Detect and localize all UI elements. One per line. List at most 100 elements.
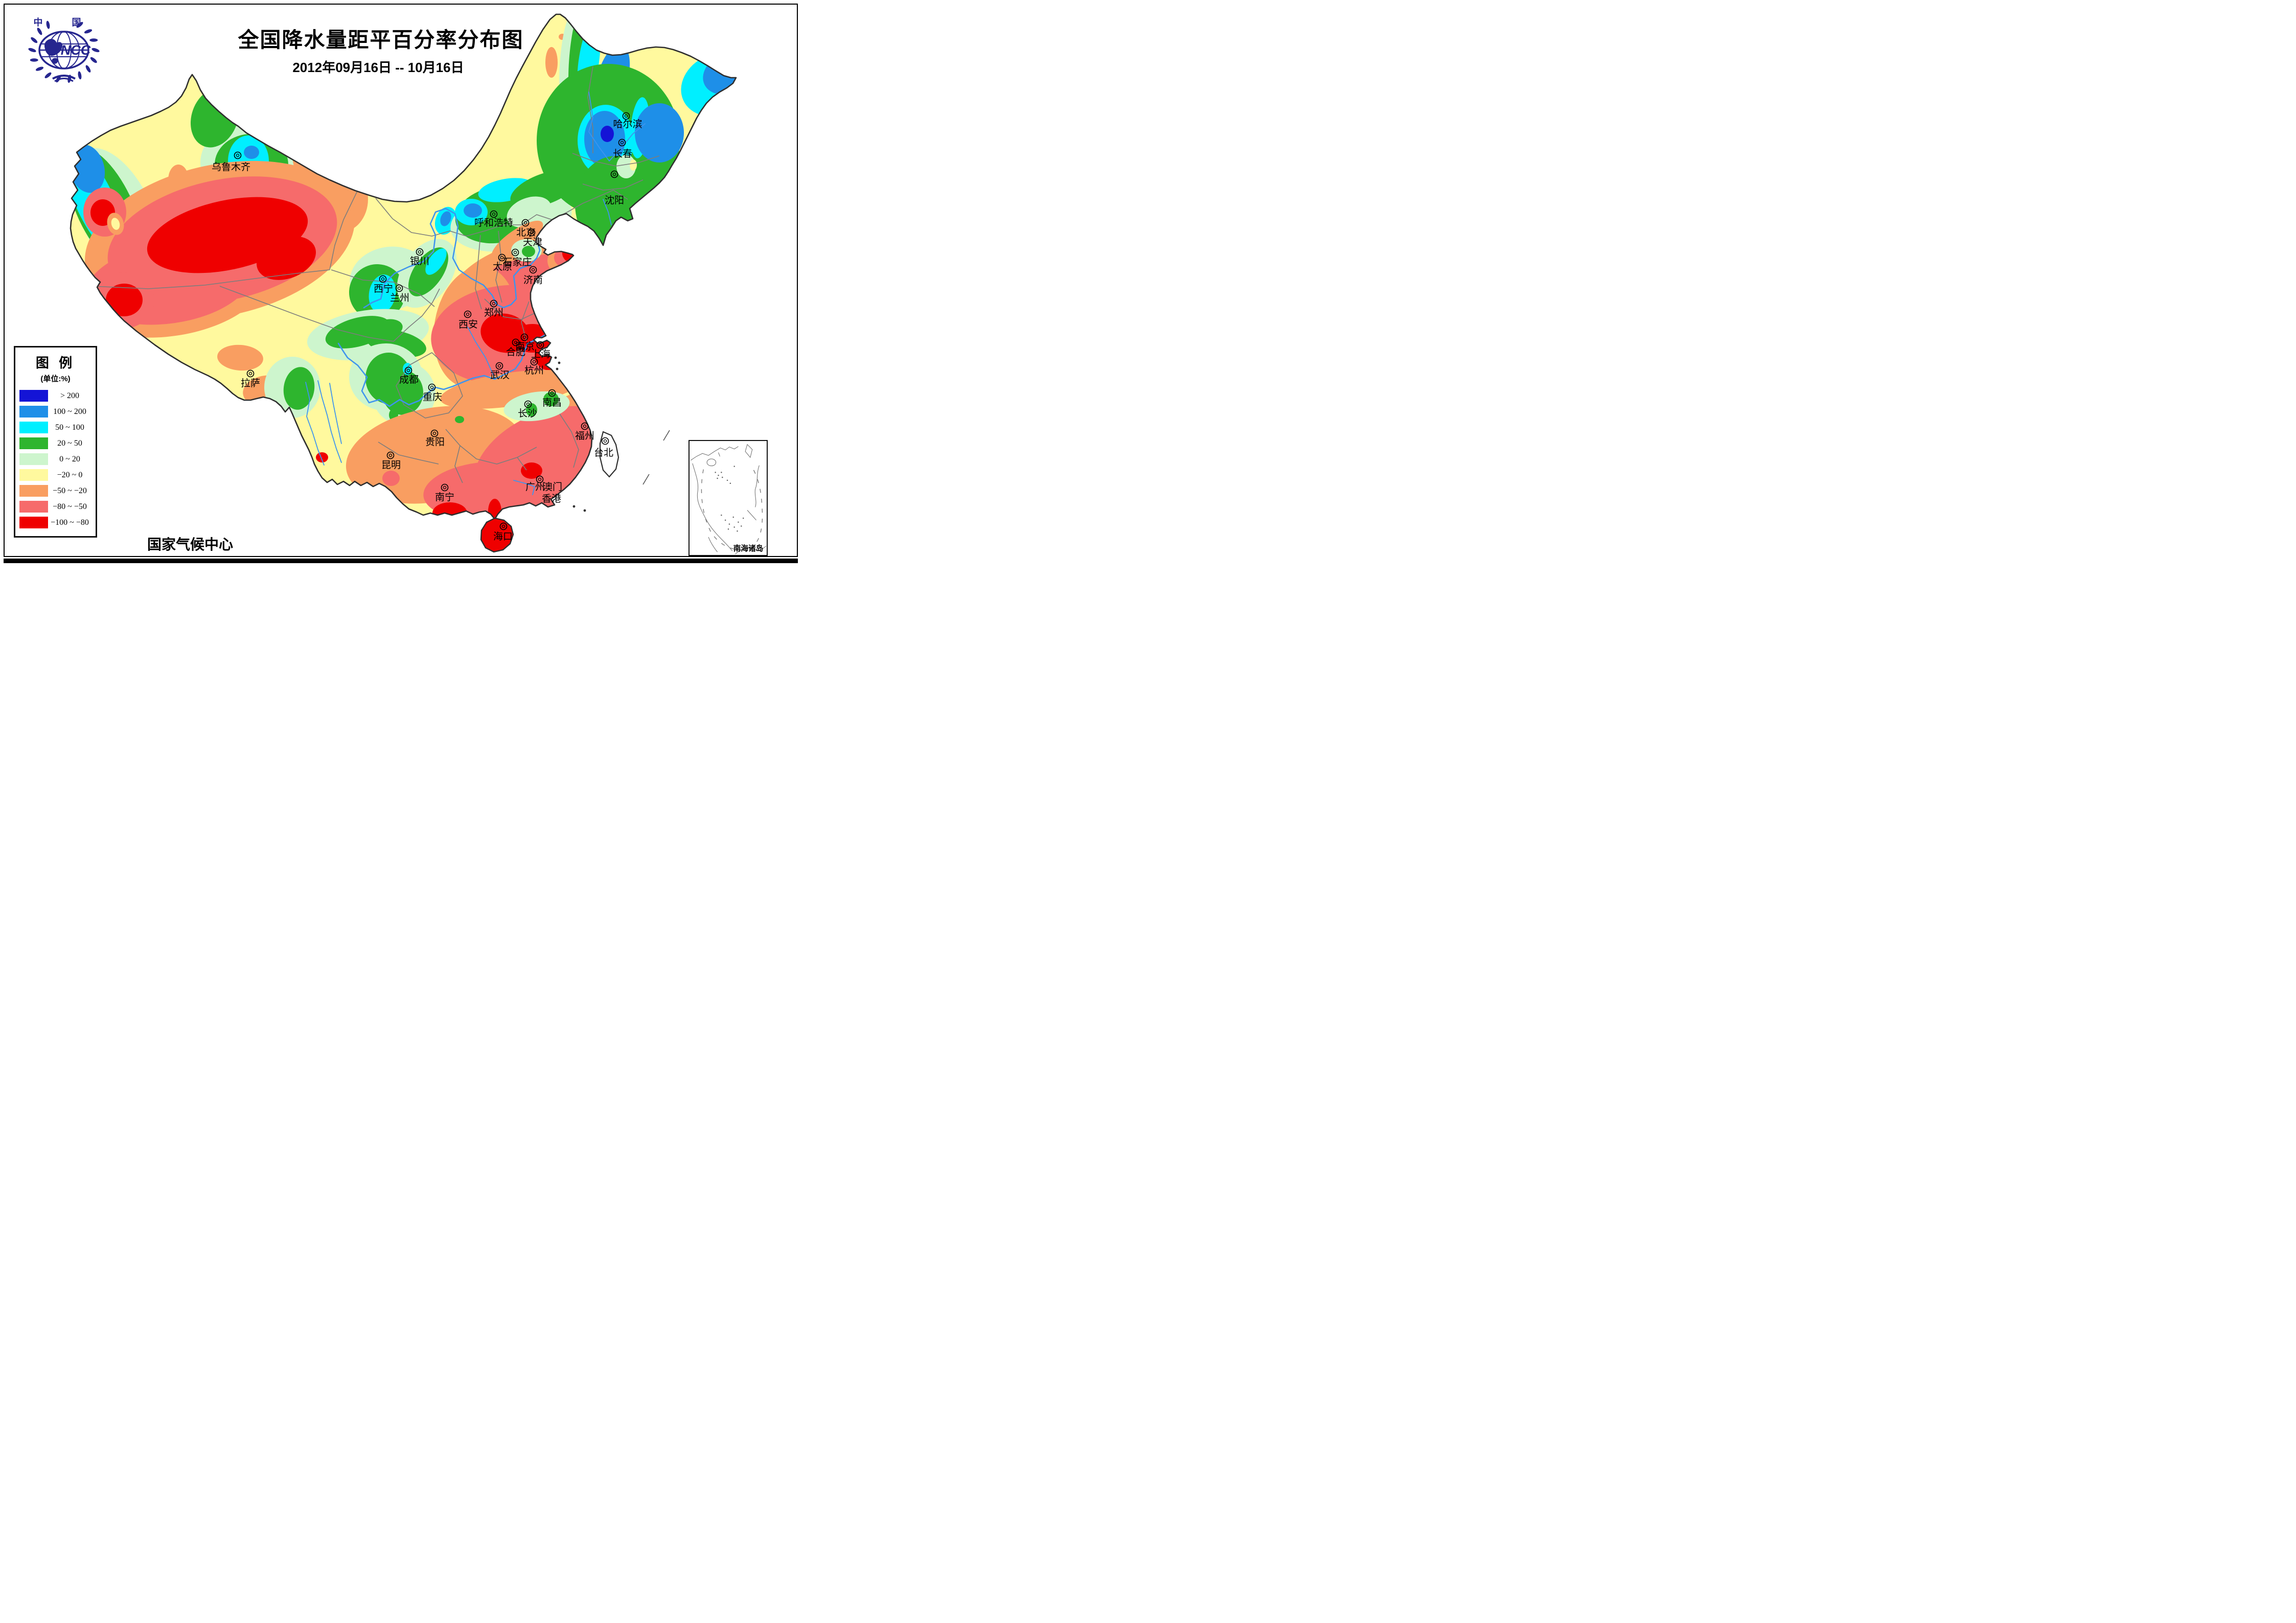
city-marker-inner: [443, 485, 447, 490]
laurel-leaf: [89, 38, 98, 42]
legend-swatch--80to-50: [19, 501, 48, 513]
legend-row: 50 ~ 100: [19, 420, 91, 435]
inset-island-dot: [733, 526, 735, 528]
city-marker-inner: [397, 286, 401, 290]
contour-patch--100to-80: [316, 452, 328, 462]
small-island: [556, 367, 559, 370]
city-marker-inner: [531, 268, 535, 272]
contour-patch--50to-20: [545, 47, 558, 78]
province-border: [475, 235, 482, 310]
inset-island-dot: [721, 514, 722, 516]
legend-row: −20 ~ 0: [19, 467, 91, 483]
small-island: [558, 361, 561, 364]
laurel-leaf: [91, 48, 100, 53]
province-border: [331, 269, 435, 307]
contour-patch-100to200: [440, 211, 451, 226]
city-label: 乌鲁木齐: [212, 161, 250, 173]
city-marker-outer: [441, 483, 449, 492]
laurel-leaf: [28, 48, 36, 53]
province-border: [559, 413, 579, 468]
laurel-wreath-icon: [28, 20, 100, 83]
contour-patch-100to200: [244, 146, 259, 159]
inset-island-dot: [728, 523, 730, 525]
laurel-leaf: [90, 57, 97, 63]
province-border: [495, 230, 502, 303]
legend-swatch--20to0: [19, 469, 48, 481]
legend-rows: > 200 100 ~ 200 50 ~ 100 20 ~ 50 0 ~ 20 −20 ~…: [15, 384, 96, 530]
city-marker-inner: [583, 424, 587, 428]
legend-range-label: −80 ~ −50: [53, 502, 87, 511]
legend-row: 0 ~ 20: [19, 451, 91, 467]
laurel-leaf: [76, 21, 83, 28]
city-marker-outer: [618, 138, 626, 147]
city-marker-inner: [418, 250, 422, 254]
contour-patch-50to100: [425, 248, 447, 275]
city-label: 石家庄: [502, 257, 532, 268]
city-label: 哈尔滨: [613, 119, 642, 130]
city-label: 太原: [493, 261, 512, 272]
legend-range-label: 100 ~ 200: [53, 407, 86, 416]
map-canvas: 乌鲁木齐 哈尔滨 长春 沈阳 呼和浩特 北京 天津 太原 石家庄 济南 银川 西宁 兰州 郑州 西安 合肥 南京…: [0, 0, 801, 566]
legend-row: 100 ~ 200: [19, 404, 91, 420]
legend-row: −100 ~ −80: [19, 515, 91, 530]
city-marker-inner: [532, 360, 536, 364]
date-range: 2012年09月16日 -- 10月16日: [292, 60, 464, 75]
legend: 图 例 (单位:%) > 200 100 ~ 200 50 ~ 100 20 ~ 50…: [14, 346, 97, 538]
city-label: 北京: [516, 227, 536, 238]
city-marker-outer: [601, 437, 609, 445]
small-island: [554, 356, 557, 359]
province-border: [484, 298, 538, 320]
inset-island-dot: [729, 482, 731, 484]
contour-patch-20to50: [522, 246, 535, 257]
ncc-logo: NCC 中 国: [23, 15, 105, 84]
city-marker-outer: [524, 400, 532, 408]
city-marker-inner: [430, 385, 434, 389]
inset-label: 南海诸岛: [733, 544, 763, 553]
city-marker-outer: [610, 170, 618, 178]
province-border: [445, 429, 537, 465]
city-label: 拉萨: [241, 378, 260, 389]
inset-island-dot: [717, 477, 718, 479]
city-marker-inner: [538, 343, 542, 347]
city-label: 兰州: [390, 292, 409, 304]
city-marker-outer: [386, 451, 395, 459]
city-marker-inner: [513, 250, 517, 254]
city-marker-inner: [492, 212, 496, 216]
province-border: [572, 153, 660, 167]
city-label: 成都: [399, 374, 419, 385]
river: [329, 383, 342, 444]
inset-island-dot: [737, 530, 738, 532]
logo-acronym: NCC: [61, 42, 91, 58]
contour-patch--50to-20: [588, 480, 603, 491]
contour-patch--80to-50: [382, 471, 400, 486]
legend-title: 图 例: [35, 355, 76, 370]
city-marker-outer: [428, 383, 436, 391]
legend-range-label: 50 ~ 100: [55, 423, 84, 432]
legend-range-label: −20 ~ 0: [57, 470, 83, 479]
river: [467, 327, 495, 379]
city-label: 长沙: [518, 408, 537, 419]
globe-landmass: [44, 39, 63, 64]
legend-swatch-100to200: [19, 406, 48, 418]
inset-island-dot: [718, 474, 719, 476]
contour-patch-0to20: [616, 155, 636, 178]
inset-island-dot: [741, 525, 742, 527]
legend-row: −80 ~ −50: [19, 499, 91, 515]
province-border: [517, 457, 527, 471]
legend-range-label: 0 ~ 20: [59, 454, 80, 463]
national-border: [70, 13, 737, 520]
page-title: 全国降水量距平百分率分布图: [238, 28, 524, 52]
contour-patch--100to-80: [521, 462, 542, 479]
inset-island-dots: [715, 466, 744, 532]
contour-patch-100to200: [635, 103, 684, 163]
contour-patch-50to100: [249, 93, 265, 127]
inset-island-dot: [724, 519, 726, 521]
province-border: [91, 269, 330, 289]
contour-patch-20to50: [283, 367, 315, 410]
province-border: [587, 66, 593, 153]
city-marker-outer: [234, 151, 242, 159]
laurel-leaf: [35, 66, 44, 71]
contour-patch--100to-80: [256, 236, 316, 280]
city-marker-inner: [612, 172, 616, 176]
